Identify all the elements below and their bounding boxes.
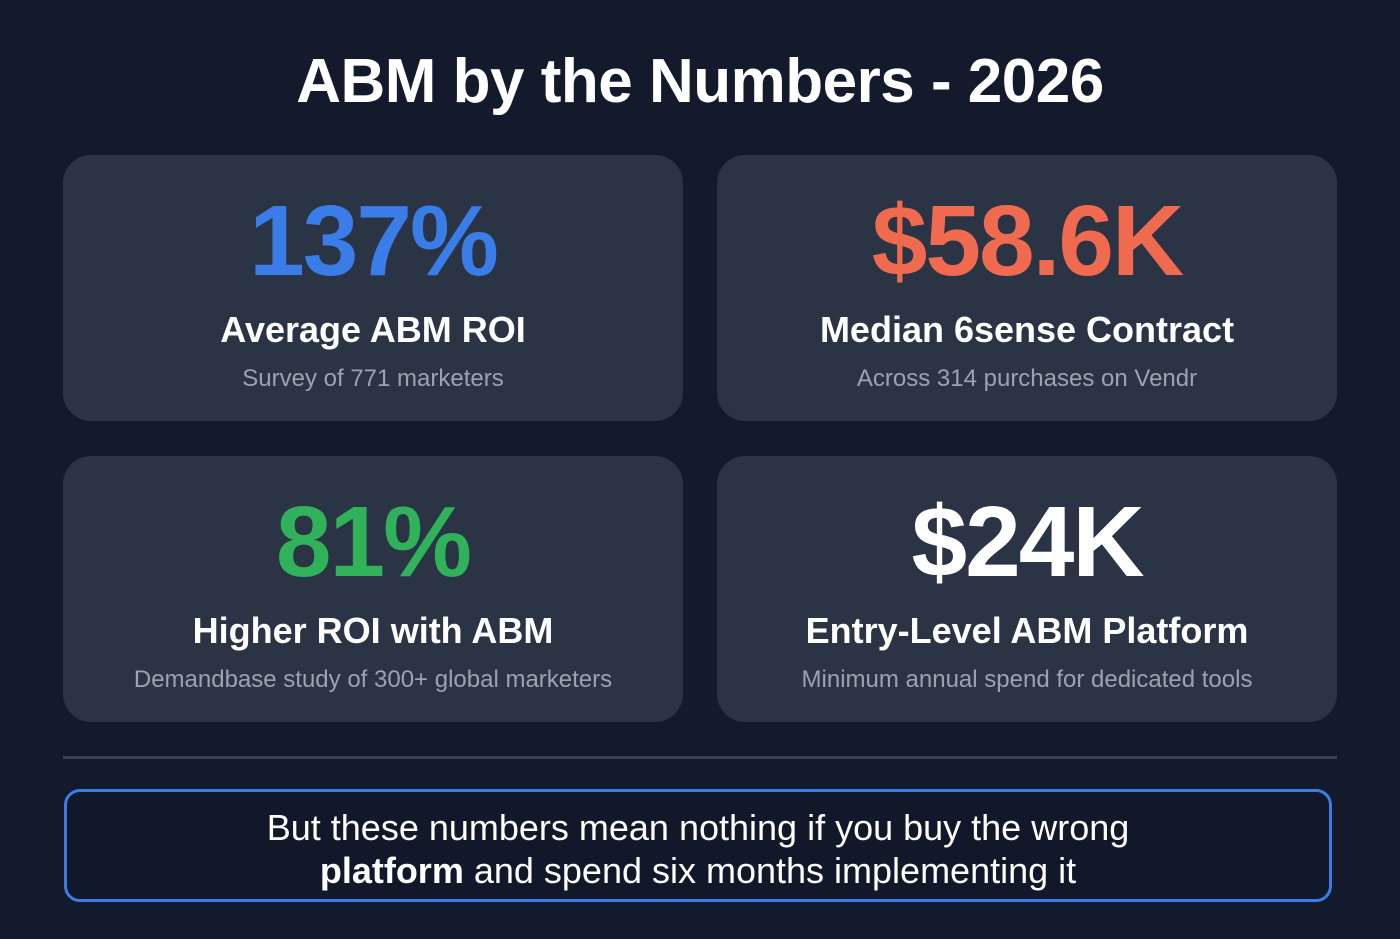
stat-card-roi: 137% Average ABM ROI Survey of 771 marke… <box>63 155 683 421</box>
stat-card-entry-level: $24K Entry-Level ABM Platform Minimum an… <box>717 456 1337 722</box>
stat-value: $24K <box>911 486 1144 598</box>
divider <box>63 756 1337 759</box>
stat-value: 137% <box>249 185 499 297</box>
stat-value: 81% <box>275 486 472 598</box>
stat-source: Minimum annual spend for dedicated tools <box>801 666 1253 693</box>
callout-line-2: platform and spend six months implementi… <box>319 850 1077 891</box>
stat-label: Average ABM ROI <box>220 309 526 350</box>
stat-label: Higher ROI with ABM <box>192 610 554 651</box>
stat-source: Survey of 771 marketers <box>242 365 504 392</box>
stat-card-contract: $58.6K Median 6sense Contract Across 314… <box>717 155 1337 421</box>
callout-box: But these numbers mean nothing if you bu… <box>64 789 1332 902</box>
page-title: ABM by the Numbers - 2026 <box>296 47 1104 116</box>
stat-label: Median 6sense Contract <box>819 309 1235 350</box>
callout-line-1: But these numbers mean nothing if you bu… <box>266 807 1130 848</box>
stat-label: Entry-Level ABM Platform <box>805 610 1249 651</box>
stat-card-higher-roi: 81% Higher ROI with ABM Demandbase study… <box>63 456 683 722</box>
stat-source: Across 314 purchases on Vendr <box>856 365 1198 392</box>
stat-source: Demandbase study of 300+ global marketer… <box>133 666 613 693</box>
stat-value: $58.6K <box>871 185 1184 297</box>
callout-emphasis: platform <box>319 850 464 891</box>
